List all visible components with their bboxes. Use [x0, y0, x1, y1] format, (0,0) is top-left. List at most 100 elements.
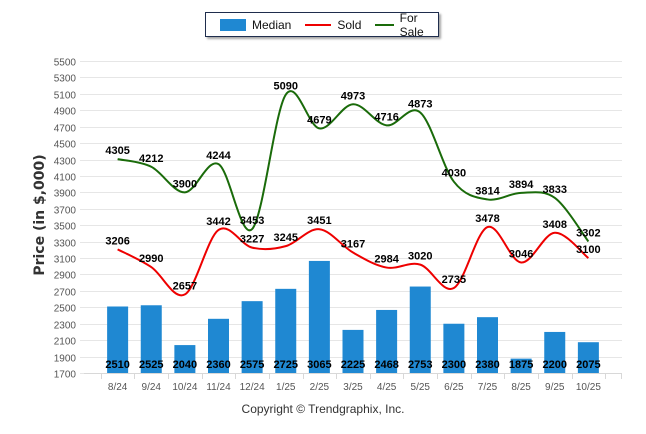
point-label-sold: 3167 [341, 239, 365, 251]
point-label-for-sale: 3302 [576, 227, 600, 239]
bar-value-label: 2525 [139, 359, 163, 371]
y-tick-label: 4900 [54, 107, 77, 118]
point-label-for-sale: 3814 [475, 185, 500, 197]
bar-value-label: 2200 [543, 359, 567, 371]
x-tick-label: 9/24 [142, 382, 162, 393]
y-tick-label: 4700 [54, 124, 77, 135]
legend-item-sold[interactable]: Sold [305, 18, 361, 32]
y-tick-label: 1900 [54, 354, 77, 365]
bar-median [208, 318, 229, 373]
line-for-sale [117, 90, 590, 243]
point-label-sold: 3451 [307, 215, 331, 227]
y-tick-label: 3100 [54, 255, 77, 266]
point-label-sold: 2984 [374, 254, 399, 266]
bar-median [510, 358, 532, 373]
x-tick-label: 4/25 [377, 382, 397, 393]
y-tick-label: 5100 [54, 91, 77, 102]
bar-value-label: 2753 [408, 359, 432, 371]
legend-label: Sold [337, 17, 362, 32]
y-tick-label: 4300 [54, 157, 77, 168]
bar-median [107, 306, 129, 373]
y-tick-label: 2100 [54, 337, 77, 348]
y-tick-label: 5500 [54, 58, 77, 69]
bar-median [577, 342, 599, 373]
y-tick-label: 3500 [54, 222, 77, 233]
bar-value-label: 2360 [206, 359, 230, 371]
point-label-sold: 3245 [274, 232, 298, 244]
bar-median [140, 305, 162, 373]
bar-value-label: 2040 [173, 359, 197, 371]
point-label-sold: 2735 [442, 274, 466, 286]
bar-median [241, 301, 263, 373]
x-tick-label: 10/24 [172, 382, 197, 393]
y-axis-ticks: 1700 1900 2100 2300 2500 2700 2900 3100 3300 3500… [54, 58, 77, 381]
legend-item-for-sale[interactable]: For Sale [375, 11, 431, 39]
bar-value-label: 2300 [442, 359, 466, 371]
legend-item-median[interactable]: Median [220, 18, 291, 32]
bar-value-label: 2225 [341, 359, 365, 371]
y-tick-label: 3700 [54, 206, 77, 217]
point-label-for-sale: 5090 [274, 81, 298, 93]
bar-median [308, 260, 330, 373]
y-tick-label: 2300 [54, 321, 77, 332]
y-tick-label: 1700 [54, 370, 77, 381]
point-label-sold: 3442 [206, 216, 230, 228]
y-tick-label: 5300 [54, 74, 77, 85]
x-tick-label: 8/24 [108, 382, 128, 393]
bar-median [275, 288, 297, 373]
legend-swatch-sold [305, 23, 332, 26]
x-tick-label: 6/25 [444, 382, 464, 393]
bar-median [477, 317, 498, 373]
point-label-sold: 3046 [509, 248, 533, 260]
bar-median [443, 323, 465, 373]
x-tick-label: 2/25 [310, 382, 330, 393]
x-tick-label: 7/25 [478, 382, 498, 393]
x-tick-label: 1/25 [276, 382, 296, 393]
point-label-for-sale: 4716 [374, 111, 398, 123]
median-bars [107, 260, 599, 373]
y-tick-label: 2500 [54, 304, 77, 315]
legend-label: For Sale [399, 10, 424, 39]
point-label-sold: 3206 [105, 235, 129, 247]
point-label-for-sale: 4973 [341, 90, 365, 102]
point-label-for-sale: 3900 [173, 178, 197, 190]
bar-value-label: 3065 [307, 359, 331, 371]
point-label-sold: 3100 [576, 244, 600, 256]
point-label-sold: 3478 [475, 213, 499, 225]
bar-value-label: 2510 [105, 359, 129, 371]
gridlines [80, 61, 622, 374]
point-label-for-sale: 3894 [509, 179, 534, 191]
y-tick-label: 4100 [54, 173, 77, 184]
y-axis-title: Price (in $,000) [32, 154, 48, 276]
point-label-for-sale: 4244 [206, 150, 231, 162]
x-tick-label: 10/25 [576, 382, 601, 393]
bar-median [409, 286, 431, 373]
legend-swatch-median [220, 18, 246, 31]
y-tick-label: 3300 [54, 239, 77, 250]
point-label-sold: 2657 [173, 280, 197, 292]
point-label-for-sale: 4030 [442, 168, 466, 180]
bar-value-label: 2575 [240, 359, 264, 371]
point-label-for-sale: 4212 [139, 153, 163, 165]
trend-lines [117, 90, 590, 297]
legend-label: Median [252, 17, 292, 32]
point-label-sold: 3408 [543, 219, 567, 231]
point-label-sold: 3020 [408, 251, 432, 263]
point-label-sold: 3227 [240, 234, 264, 246]
bar-median [174, 345, 196, 373]
bar-value-label: 2075 [576, 359, 600, 371]
bar-median [376, 309, 398, 373]
x-axis: 8/24 9/24 10/24 11/24 12/24 1/25 2/25 3/25 4/25 5… [84, 373, 622, 393]
x-tick-label: 12/24 [240, 382, 265, 393]
bar-value-label: 2725 [274, 359, 298, 371]
point-label-for-sale: 3453 [240, 215, 264, 227]
y-tick-label: 3900 [54, 189, 77, 200]
point-label-for-sale: 4873 [408, 98, 432, 110]
bar-value-label: 1875 [509, 359, 533, 371]
y-tick-label: 2700 [54, 288, 77, 299]
bar-value-label: 2468 [374, 359, 398, 371]
bar-median [544, 331, 566, 373]
bar-median [342, 329, 364, 373]
data-labels: 2510 2525 2040 2360 2575 2725 3065 2225 2468 2753… [105, 81, 600, 371]
legend: Median Sold For Sale [205, 11, 439, 39]
